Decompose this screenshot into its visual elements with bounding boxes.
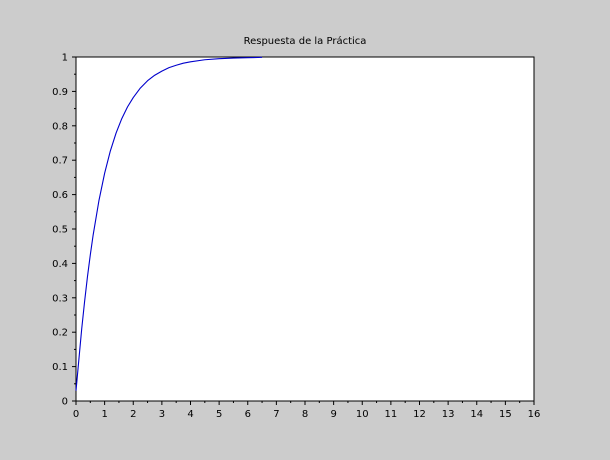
x-tick-label: 7	[273, 409, 279, 420]
y-axis: 0 0.1 0.2 0.3 0.4 0.5 0.6 0.7 0.8 0.9 1	[52, 53, 76, 408]
x-tick-label: 9	[330, 409, 336, 420]
y-tick-label: 0.8	[52, 121, 68, 132]
x-tick-label: 1	[101, 409, 107, 420]
x-tick-label: 8	[302, 409, 308, 420]
x-tick-label: 4	[187, 409, 193, 420]
x-tick-label: 2	[130, 409, 136, 420]
x-axis: 0 1 2 3 4 5 6 7 8 9 10 11 12 13 14 15 16	[73, 401, 541, 420]
x-tick-label: 5	[216, 409, 222, 420]
chart-title: Respuesta de la Práctica	[244, 35, 367, 47]
x-tick-label: 12	[413, 409, 426, 420]
x-tick-label: 6	[245, 409, 251, 420]
y-tick-label: 0.5	[52, 225, 68, 236]
x-tick-label: 14	[470, 409, 483, 420]
x-tick-label: 11	[385, 409, 398, 420]
y-tick-label: 0.9	[52, 87, 68, 98]
y-tick-label: 0.1	[52, 362, 68, 373]
x-tick-label: 10	[356, 409, 369, 420]
x-tick-label: 3	[159, 409, 165, 420]
x-tick-label: 15	[499, 409, 512, 420]
y-tick-label: 0.4	[52, 259, 68, 270]
y-tick-label: 0.2	[52, 328, 68, 339]
y-tick-label: 0	[62, 397, 68, 408]
y-tick-label: 0.7	[52, 156, 68, 167]
x-tick-label: 13	[442, 409, 455, 420]
y-tick-label: 0.6	[52, 190, 68, 201]
series-line-0	[75, 56, 263, 391]
plot-area	[75, 56, 535, 402]
x-tick-label: 16	[528, 409, 541, 420]
y-tick-label: 1	[62, 53, 68, 64]
series-layer	[75, 56, 263, 391]
x-tick-label: 0	[73, 409, 79, 420]
y-tick-label: 0.3	[52, 293, 68, 304]
